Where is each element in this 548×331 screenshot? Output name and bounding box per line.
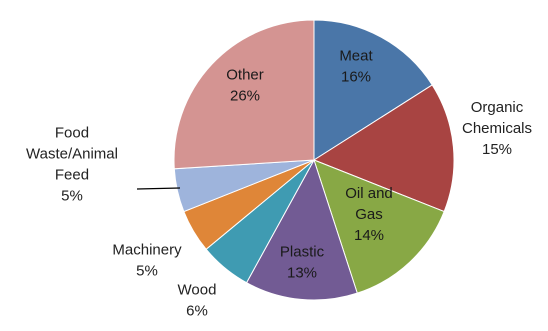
pie-slice-meat <box>313 19 433 161</box>
slice-label-meat: Meat 16% <box>339 48 373 86</box>
slice-label-machinery: Machinery 5% <box>112 242 182 280</box>
pie-labels: Meat 16% Organic Chemicals 15% Oil and Gas 14% P… <box>26 48 532 320</box>
slice-label-oil-and-gas: Oil and Gas 14% <box>345 185 393 244</box>
leader-line-food-waste <box>136 187 181 190</box>
slice-label-other: Other 26% <box>226 67 264 105</box>
leader-lines <box>136 187 181 190</box>
slice-label-food-waste-animal-feed: Food Waste/Animal Feed 5% <box>26 125 118 205</box>
pie-slice-plastic <box>245 158 358 301</box>
slice-label-organic-chemicals: Organic Chemicals 15% <box>462 99 532 158</box>
pie-slice-other <box>173 19 315 170</box>
pie-slice-organic-chemicals <box>312 84 455 213</box>
pie-slices <box>173 19 455 301</box>
slice-label-plastic: Plastic 13% <box>280 244 325 282</box>
slice-label-wood: Wood 6% <box>178 282 217 320</box>
